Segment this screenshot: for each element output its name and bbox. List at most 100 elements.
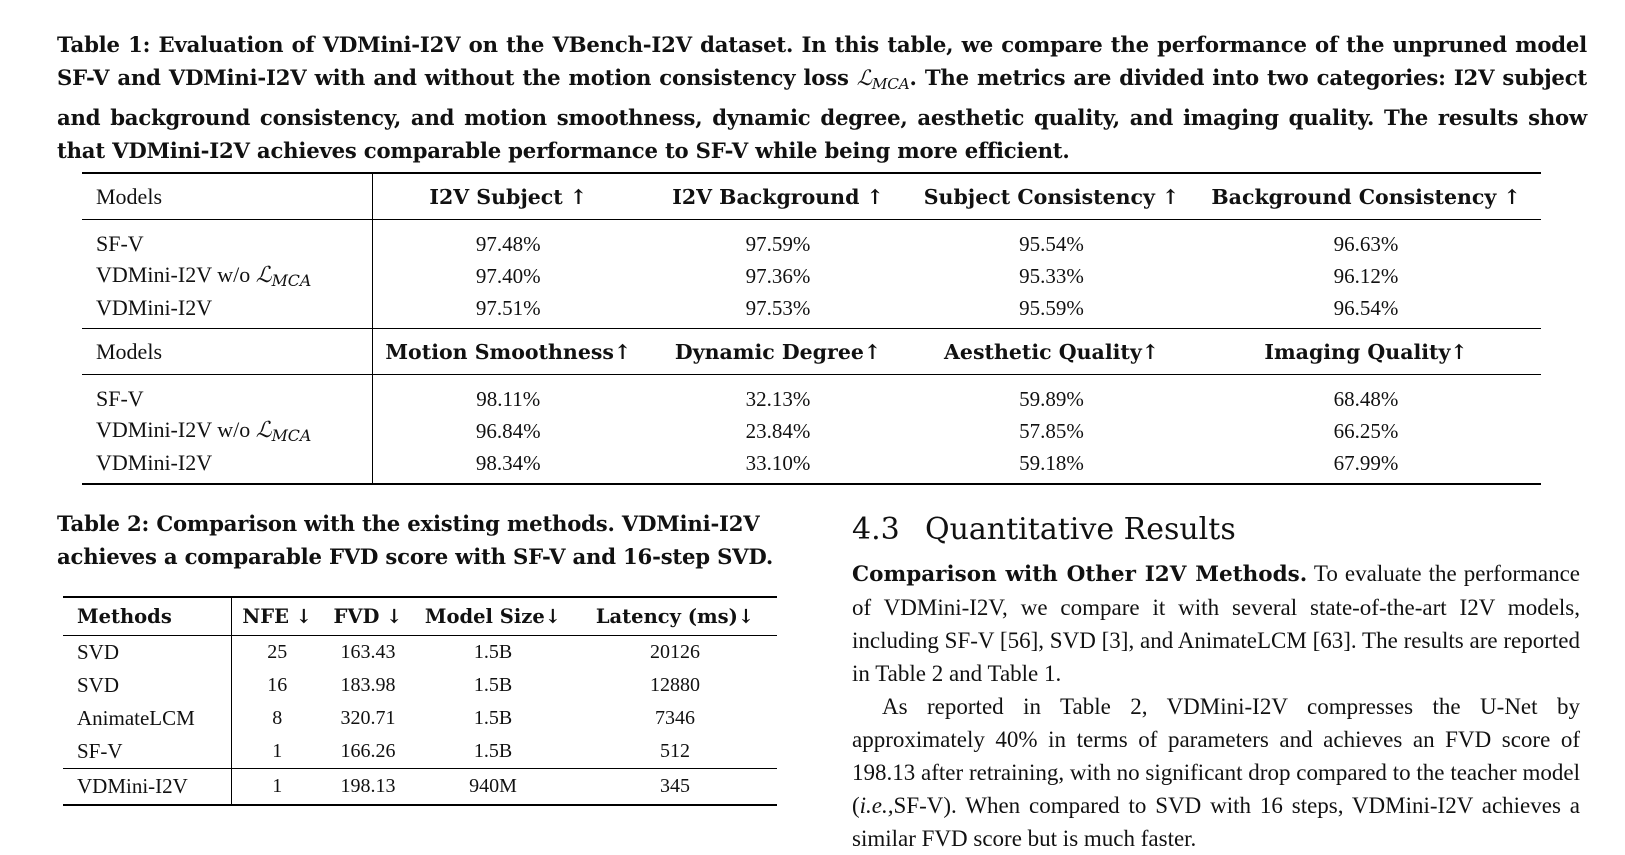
col-header: I2V Background ↑ [672, 184, 884, 209]
cell: 97.53% [745, 295, 811, 320]
caption-text-cont: . The metrics are divided into two categ… [57, 65, 1587, 163]
cell: 97.59% [745, 231, 811, 256]
method-name: AnimateLCM [63, 702, 232, 735]
table2-caption: Table 2: Comparison with the existing me… [57, 511, 774, 569]
paragraph: As reported in Table 2, VDMini-I2V compr… [852, 690, 1580, 855]
col-header: Background Consistency ↑ [1211, 184, 1521, 209]
cell: 1 [231, 768, 323, 806]
math-loss-symbol: ℒMCA [255, 418, 312, 445]
cell: 59.18% [912, 447, 1191, 485]
model-name: SF-V [82, 219, 373, 260]
cell: 1.5B [473, 674, 513, 696]
cell: 97.40% [475, 263, 541, 288]
models-header: Models [82, 328, 373, 375]
section-heading: 4.3 Quantitative Results [852, 512, 1236, 547]
cell: 32.13% [745, 386, 811, 411]
table-row: SF-V 97.48% 97.59% 95.54% 96.63% [82, 219, 1541, 260]
cell: 66.25% [1333, 418, 1399, 443]
table-row: VDMini-I2V 97.51% 97.53% 95.59% 96.54% [82, 292, 1541, 329]
paragraph-text-cont: SF-V). When compared to SVD with 16 step… [852, 793, 1580, 851]
cell: 96.54% [1333, 295, 1399, 320]
cell: 1.5B [473, 740, 513, 762]
table-row: AnimateLCM 8 320.71 1.5B 7346 [63, 702, 777, 735]
method-name: SF-V [63, 735, 232, 769]
paragraph: Comparison with Other I2V Methods. To ev… [852, 557, 1580, 690]
cell: 95.59% [1019, 295, 1084, 320]
section-body: Comparison with Other I2V Methods. To ev… [852, 557, 1580, 855]
col-header: Subject Consistency ↑ [923, 184, 1180, 209]
table-row: VDMini-I2V w/o ℒMCA 96.84% 23.84% 57.85%… [82, 415, 1541, 447]
cell: 96.63% [1333, 231, 1399, 256]
model-name: SF-V [82, 374, 373, 415]
paragraph-text: As reported in Table 2, VDMini-I2V compr… [852, 694, 1580, 818]
col-header: Motion Smoothness↑ [385, 339, 632, 364]
method-name: SVD [63, 635, 232, 669]
models-header: Models [82, 173, 373, 220]
cell: 7346 [655, 707, 695, 729]
cell: 1.5B [473, 707, 513, 729]
col-header: Imaging Quality↑ [1264, 339, 1468, 364]
cell: 8 [272, 707, 283, 729]
table-row: SVD 25 163.43 1.5B 20126 [63, 635, 777, 669]
model-name: VDMini-I2V [82, 447, 373, 485]
table-row: VDMini-I2V 1 198.13 940M 345 [63, 768, 777, 806]
col-header: FVD ↓ [323, 596, 413, 636]
cell: 98.34% [372, 447, 644, 485]
model-name: VDMini-I2V w/o ℒMCA [82, 415, 373, 447]
cell: 183.98 [340, 674, 396, 696]
math-loss-symbol: ℒMCA [856, 65, 910, 93]
section-number: 4.3 [852, 512, 900, 547]
table1-header-row-2: Models Motion Smoothness↑ Dynamic Degree… [82, 328, 1541, 375]
cell: 163.43 [340, 641, 396, 663]
col-header: I2V Subject ↑ [429, 184, 588, 209]
cell: 166.26 [340, 740, 396, 762]
col-header: Aesthetic Quality↑ [944, 339, 1159, 364]
cell: 57.85% [1019, 418, 1084, 443]
model-name: VDMini-I2V [82, 292, 373, 329]
col-header: Model Size↓ [413, 596, 573, 636]
table2-header-row: Methods NFE ↓ FVD ↓ Model Size↓ Latency … [63, 596, 777, 636]
table-row: VDMini-I2V 98.34% 33.10% 59.18% 67.99% [82, 447, 1541, 485]
cell: 20126 [650, 641, 700, 663]
paragraph-italic: i.e., [859, 793, 894, 818]
cell: 33.10% [644, 447, 912, 485]
cell: 940M [413, 768, 573, 806]
paragraph-text: To evaluate the performance of VDMini-I2… [852, 561, 1580, 686]
caption-text: Table 1: Evaluation of VDMini-I2V on the… [57, 32, 1587, 90]
math-loss-symbol: ℒMCA [255, 263, 312, 290]
cell: 59.89% [1019, 386, 1084, 411]
cell: 97.36% [745, 263, 811, 288]
cell: 345 [573, 768, 777, 806]
cell: 95.54% [1019, 231, 1084, 256]
cell: 12880 [650, 674, 700, 696]
table-row: VDMini-I2V w/o ℒMCA 97.40% 97.36% 95.33%… [82, 260, 1541, 292]
cell: 198.13 [323, 768, 413, 806]
cell: 16 [267, 674, 288, 696]
table-row: SVD 16 183.98 1.5B 12880 [63, 669, 777, 702]
cell: 98.11% [476, 386, 541, 411]
table2: Methods NFE ↓ FVD ↓ Model Size↓ Latency … [63, 596, 777, 806]
col-header: Dynamic Degree↑ [674, 339, 882, 364]
method-name: SVD [63, 669, 232, 702]
paragraph-runin-heading: Comparison with Other I2V Methods. [852, 562, 1308, 587]
cell: 512 [660, 740, 690, 762]
cell: 23.84% [745, 418, 811, 443]
cell: 97.51% [475, 295, 541, 320]
col-header: Methods [63, 596, 232, 636]
cell: 320.71 [340, 707, 396, 729]
method-name: VDMini-I2V [63, 768, 232, 806]
table1-caption: Table 1: Evaluation of VDMini-I2V on the… [57, 28, 1587, 167]
table-row: SF-V 98.11% 32.13% 59.89% 68.48% [82, 374, 1541, 415]
section-title: Quantitative Results [925, 512, 1236, 547]
col-header: Latency (ms)↓ [573, 596, 777, 636]
cell: 68.48% [1333, 386, 1399, 411]
cell: 67.99% [1191, 447, 1541, 485]
cell: 96.12% [1333, 263, 1399, 288]
cell: 96.84% [475, 418, 541, 443]
cell: 97.48% [475, 231, 541, 256]
table1-header-row-1: Models I2V Subject ↑ I2V Background ↑ Su… [82, 173, 1541, 220]
cell: 1 [272, 740, 283, 762]
model-name: VDMini-I2V w/o ℒMCA [82, 260, 373, 292]
cell: 25 [267, 641, 288, 663]
cell: 1.5B [473, 641, 513, 663]
